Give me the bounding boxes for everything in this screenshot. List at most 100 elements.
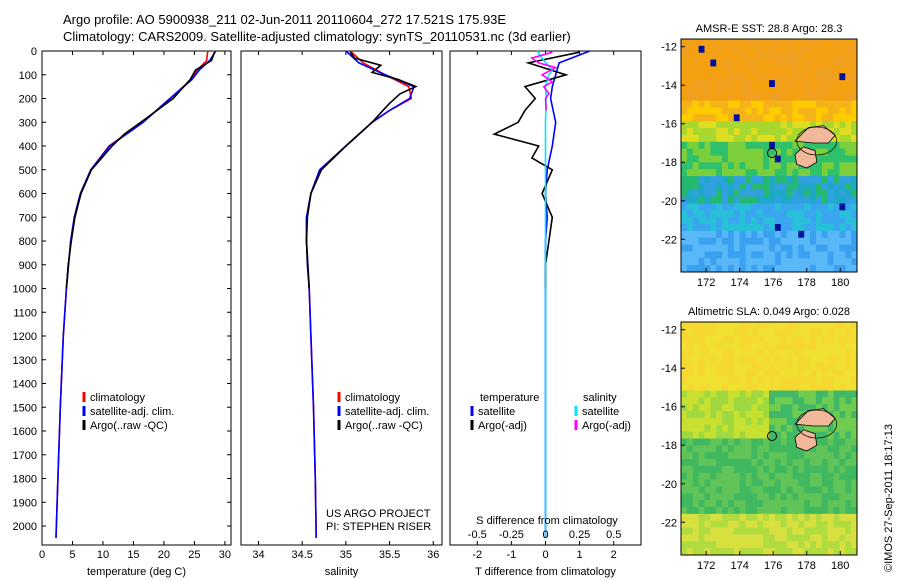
map-cell bbox=[769, 217, 776, 225]
map-cell bbox=[821, 73, 829, 81]
map-cell bbox=[815, 66, 823, 74]
map-cell bbox=[780, 534, 787, 542]
map-cell bbox=[833, 328, 840, 337]
map-cell bbox=[704, 114, 711, 122]
map-cell bbox=[686, 80, 694, 88]
map-cell bbox=[704, 86, 711, 95]
map-cell bbox=[757, 237, 764, 245]
map-cell bbox=[821, 162, 829, 170]
map-cell bbox=[710, 465, 717, 474]
map-cell bbox=[804, 39, 811, 47]
map-cell bbox=[780, 404, 787, 412]
map-cell bbox=[792, 534, 799, 542]
map-cell bbox=[722, 93, 729, 102]
map-cell bbox=[821, 513, 829, 522]
map-cell bbox=[722, 363, 729, 371]
map-cell bbox=[780, 224, 787, 232]
map-cell bbox=[810, 93, 817, 102]
map-cell bbox=[821, 203, 829, 211]
map-cell bbox=[769, 390, 776, 398]
map-cell bbox=[681, 383, 688, 391]
map-cell bbox=[727, 342, 735, 350]
map-cell bbox=[780, 121, 787, 129]
map-cell bbox=[833, 155, 840, 163]
map-cell bbox=[839, 507, 846, 515]
map-cell bbox=[827, 107, 834, 115]
map-cell bbox=[698, 230, 705, 239]
map-cell bbox=[722, 452, 729, 460]
top-tick-label: -0.25 bbox=[499, 529, 524, 541]
map-cell bbox=[780, 45, 787, 54]
map-cell bbox=[845, 237, 852, 245]
map-cell bbox=[745, 73, 752, 81]
map-cell bbox=[757, 541, 764, 549]
map-frame bbox=[680, 321, 858, 556]
map-cell bbox=[780, 479, 787, 487]
map-cell bbox=[786, 465, 793, 474]
map-cell bbox=[704, 176, 711, 184]
map-cell bbox=[774, 328, 782, 337]
map-cell bbox=[692, 107, 699, 115]
x-tick-label: 34.5 bbox=[291, 549, 312, 561]
map-cell bbox=[804, 363, 811, 371]
pi-annotation: PI: STEPHEN RISER bbox=[326, 521, 431, 533]
map-cell bbox=[733, 39, 741, 47]
map-cell bbox=[751, 107, 758, 115]
map-cell bbox=[792, 258, 799, 266]
map-cell bbox=[792, 369, 799, 378]
map-cell bbox=[763, 438, 770, 446]
map-cell bbox=[704, 134, 711, 143]
map-cell bbox=[763, 210, 770, 218]
map-cell bbox=[845, 541, 852, 549]
map-cell bbox=[833, 251, 840, 259]
map-cell bbox=[733, 217, 741, 225]
salinity-panel: 34 34.5 35 35.5 36salinityclimatologysatelli… bbox=[240, 50, 443, 578]
map-cell bbox=[763, 356, 770, 364]
map-cell bbox=[698, 424, 705, 433]
map-cell bbox=[745, 182, 752, 191]
plot-frame bbox=[41, 50, 232, 546]
map-cell bbox=[681, 203, 688, 211]
map-cell bbox=[827, 265, 834, 273]
map-cell bbox=[774, 230, 782, 239]
map-cell bbox=[739, 189, 746, 198]
map-cell bbox=[716, 203, 723, 211]
map-cell bbox=[686, 342, 694, 350]
map-cell bbox=[798, 349, 805, 357]
map-cell bbox=[739, 107, 746, 115]
map-cell bbox=[757, 258, 764, 266]
map-cell bbox=[851, 107, 858, 115]
map-cell bbox=[739, 417, 746, 426]
map-cell bbox=[681, 237, 688, 245]
map-cell bbox=[804, 203, 811, 211]
map-cell bbox=[827, 369, 834, 378]
map-cell bbox=[698, 100, 705, 108]
map-cell bbox=[839, 59, 846, 67]
map-cell bbox=[710, 452, 717, 460]
map-cell bbox=[763, 404, 770, 412]
map-cell bbox=[757, 217, 764, 225]
map-cell bbox=[692, 424, 699, 433]
map-cell bbox=[722, 342, 729, 350]
map-cell bbox=[786, 210, 793, 218]
map-cell bbox=[821, 121, 829, 129]
map-cell bbox=[792, 45, 799, 54]
map-cell bbox=[845, 169, 852, 177]
map-cell bbox=[727, 472, 735, 481]
map-cell bbox=[733, 390, 741, 398]
map-cell bbox=[739, 500, 746, 508]
series-line-1 bbox=[492, 51, 580, 289]
map-cell bbox=[681, 73, 688, 81]
map-cell bbox=[821, 363, 829, 371]
map-cell bbox=[774, 548, 782, 556]
map-cell bbox=[786, 224, 793, 232]
map-cell bbox=[751, 210, 758, 218]
map-cell bbox=[792, 169, 799, 177]
map-cell bbox=[792, 224, 799, 232]
map-cell bbox=[733, 52, 741, 60]
map-cell bbox=[710, 251, 717, 259]
map-cell bbox=[804, 237, 811, 245]
map-cell bbox=[833, 404, 840, 412]
map-cell bbox=[827, 534, 834, 542]
map-cell bbox=[798, 45, 805, 54]
